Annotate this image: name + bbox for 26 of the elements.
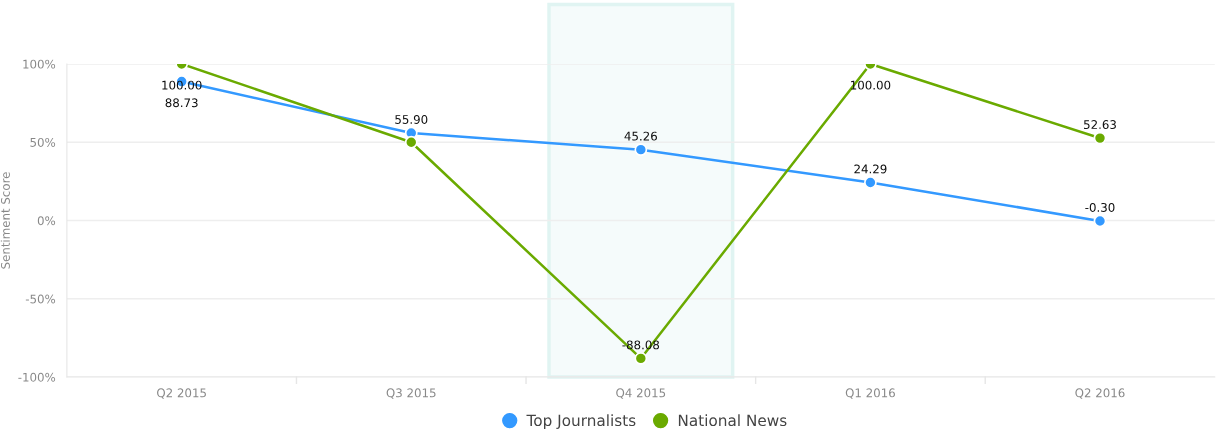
legend-label: National News — [678, 414, 787, 427]
legend-label: Top Journalists — [526, 414, 636, 430]
x-tick-label: Q1 2016 — [845, 388, 895, 399]
y-tick-label: -100% — [18, 372, 56, 382]
point — [1093, 214, 1107, 228]
point — [404, 135, 418, 149]
data-label: 88.73 — [165, 98, 198, 108]
x-tick-label: Q2 2016 — [1075, 388, 1125, 399]
x-tick-label: Q4 2015 — [616, 388, 666, 399]
y-tick-label: 100% — [23, 59, 56, 69]
data-label: 52.63 — [1084, 120, 1116, 130]
y-tick-label: -50% — [25, 294, 56, 304]
y-tick-label: 50% — [30, 137, 56, 147]
data-label: 55.90 — [395, 114, 428, 124]
point — [1093, 131, 1107, 145]
data-label: 24.29 — [854, 164, 887, 174]
x-tick-label: Q3 2015 — [386, 388, 436, 399]
data-label: 100.00 — [162, 80, 202, 90]
data-label: -0.30 — [1085, 202, 1115, 212]
point — [634, 143, 648, 157]
point — [864, 176, 877, 189]
point — [634, 352, 648, 365]
y-axis-title: Sentiment Score — [0, 172, 10, 269]
x-tick-label: Q2 2015 — [157, 388, 206, 399]
data-label: 45.26 — [624, 131, 657, 141]
y-tick-label: 0% — [37, 216, 56, 226]
